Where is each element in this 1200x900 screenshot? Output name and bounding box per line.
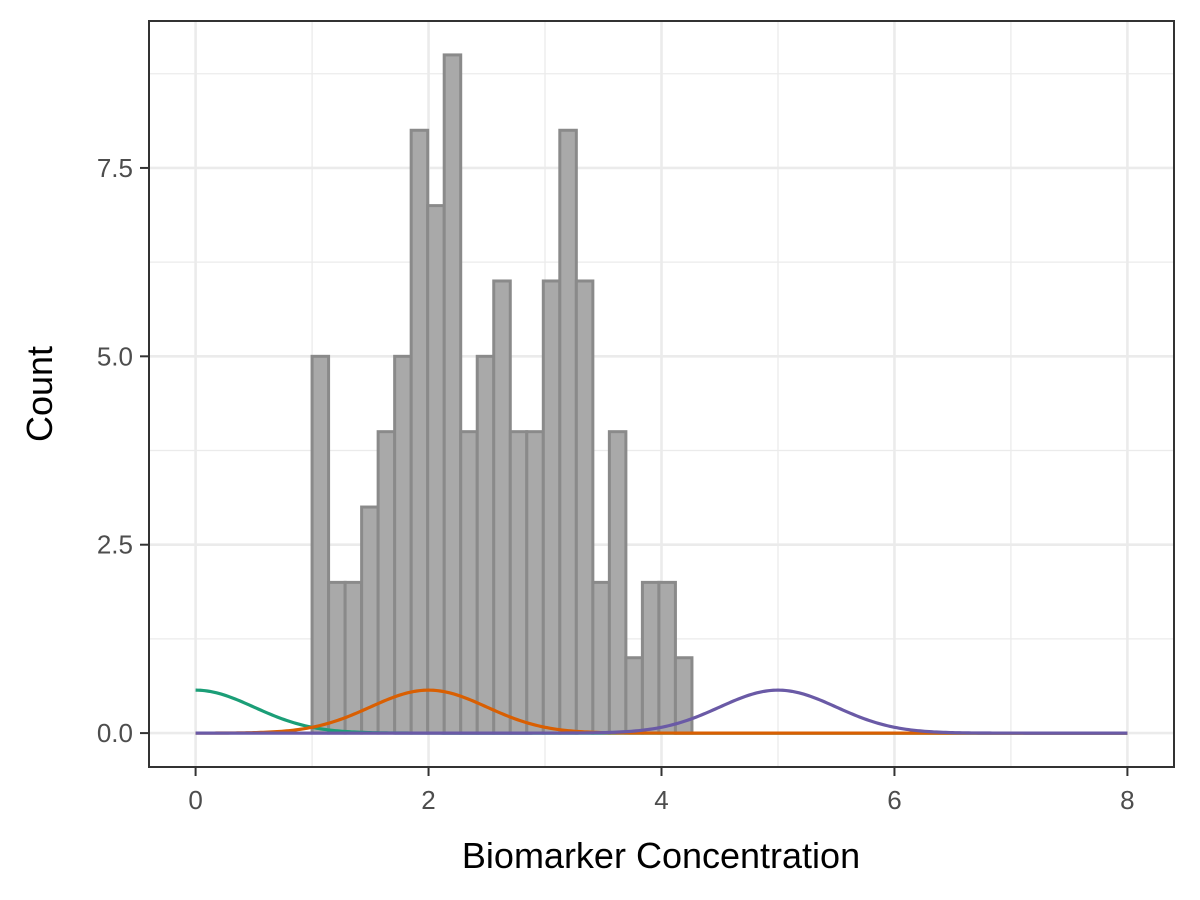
histogram-bar	[640, 580, 661, 735]
y-axis: 0.0 2.5 5.0 7.5	[97, 153, 149, 748]
y-tick-label: 2.5	[97, 530, 133, 560]
histogram-bar	[558, 128, 578, 735]
histogram-bar	[574, 279, 595, 735]
histogram-bar	[525, 430, 545, 735]
histogram-bar	[591, 580, 611, 735]
x-axis-title: Biomarker Concentration	[462, 835, 860, 876]
histogram-bar	[327, 580, 347, 735]
x-axis: 0 2 4 6 8	[188, 767, 1135, 815]
histogram-bar	[657, 580, 677, 735]
histogram-bar	[310, 354, 331, 735]
x-tick-label: 0	[188, 785, 202, 815]
histogram-bar	[475, 354, 496, 735]
y-axis-title: Count	[19, 346, 60, 442]
histogram-bar	[624, 656, 644, 735]
histogram-bar	[426, 204, 446, 735]
histogram-bar	[442, 53, 463, 735]
histogram-bar	[607, 430, 628, 735]
y-tick-label: 7.5	[97, 153, 133, 183]
y-tick-label: 5.0	[97, 341, 133, 371]
histogram-bar	[541, 279, 562, 735]
histogram-bar	[360, 505, 380, 735]
x-tick-label: 6	[887, 785, 901, 815]
histogram-bar	[508, 430, 529, 735]
histogram-bar	[393, 354, 413, 735]
histogram-bar	[409, 128, 430, 735]
histogram-bar	[376, 430, 397, 735]
x-tick-label: 8	[1120, 785, 1134, 815]
x-tick-label: 2	[421, 785, 435, 815]
y-tick-label: 0.0	[97, 718, 133, 748]
density-curve-3	[195, 688, 1128, 735]
histogram-bar	[459, 430, 479, 735]
histogram-bar	[492, 279, 512, 735]
density-curves	[195, 688, 1128, 735]
x-tick-label: 4	[654, 785, 668, 815]
